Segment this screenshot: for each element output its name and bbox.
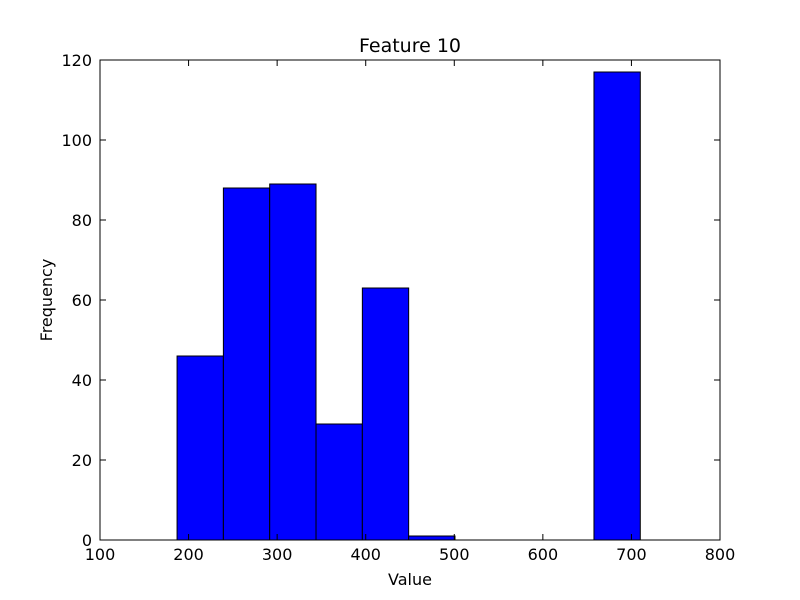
y-tick-label: 120 [61, 51, 92, 70]
x-tick-label: 100 [85, 545, 116, 564]
histogram-bar [222, 187, 271, 541]
chart-title: Feature 10 [359, 35, 461, 57]
plot-frame [99, 59, 721, 541]
x-axis-ticks: 100 200 300 400 500 600 700 800 [85, 60, 736, 564]
histogram-bar [361, 287, 410, 541]
x-tick-label: 600 [528, 545, 559, 564]
y-tick-label: 20 [72, 451, 92, 470]
histogram-bar [269, 183, 317, 541]
histogram-bar [315, 423, 363, 541]
y-tick-label: 80 [72, 211, 92, 230]
y-tick-label: 0 [82, 531, 92, 550]
x-tick-label: 300 [262, 545, 293, 564]
x-tick-label: 700 [616, 545, 647, 564]
histogram-bar [176, 355, 224, 541]
x-tick-label: 800 [705, 545, 736, 564]
y-tick-label: 100 [61, 131, 92, 150]
y-tick-label: 40 [72, 371, 92, 390]
x-tick-label: 200 [173, 545, 204, 564]
histogram-bar [408, 535, 456, 541]
y-tick-label: 60 [72, 291, 92, 310]
x-tick-label: 400 [350, 545, 381, 564]
x-tick-label: 500 [439, 545, 470, 564]
x-axis-label: Value [388, 570, 432, 589]
bars-group [176, 71, 641, 541]
y-axis-label: Frequency [37, 259, 56, 342]
histogram-bar [593, 71, 641, 541]
y-axis-ticks: 0 20 40 60 80 100 120 [61, 51, 720, 550]
